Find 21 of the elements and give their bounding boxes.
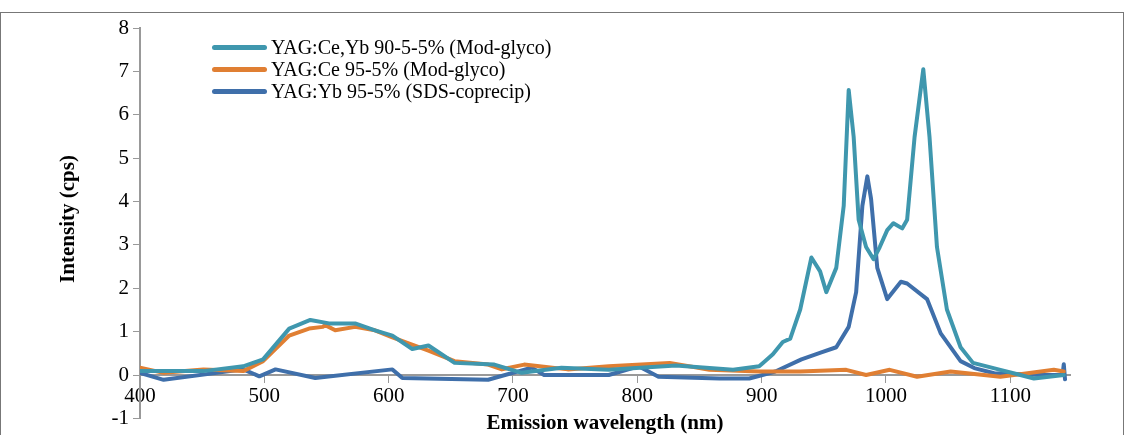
y-tick-label: 3 <box>118 231 129 256</box>
legend-label: YAG:Yb 95-5% (SDS-coprecip) <box>271 80 531 102</box>
x-axis-title: Emission wavelength (nm) <box>485 410 725 435</box>
x-tick-label: 1000 <box>864 383 907 408</box>
x-tick-label: 800 <box>621 383 654 408</box>
y-tick-label: 6 <box>118 101 129 126</box>
x-tick-label: 500 <box>248 383 281 408</box>
y-tick-label: 0 <box>118 361 129 386</box>
y-axis-title: Intensity (cps) <box>54 155 80 283</box>
y-tick-label: 7 <box>118 57 129 82</box>
legend-label: YAG:Ce,Yb 90-5-5% (Mod-glyco) <box>271 36 552 58</box>
x-tick-label: 900 <box>745 383 778 408</box>
x-tick-label: 600 <box>372 383 405 408</box>
y-tick-label: 8 <box>118 14 129 39</box>
y-tick-label: 4 <box>118 188 130 213</box>
x-tick-label: 700 <box>497 383 529 408</box>
y-tick-label: 2 <box>118 274 129 299</box>
legend-label: YAG:Ce 95-5% (Mod-glyco) <box>271 58 506 80</box>
x-tick-label: 1100 <box>989 383 1031 408</box>
y-tick-label: 1 <box>118 318 129 343</box>
y-tick-label: 5 <box>118 144 129 169</box>
